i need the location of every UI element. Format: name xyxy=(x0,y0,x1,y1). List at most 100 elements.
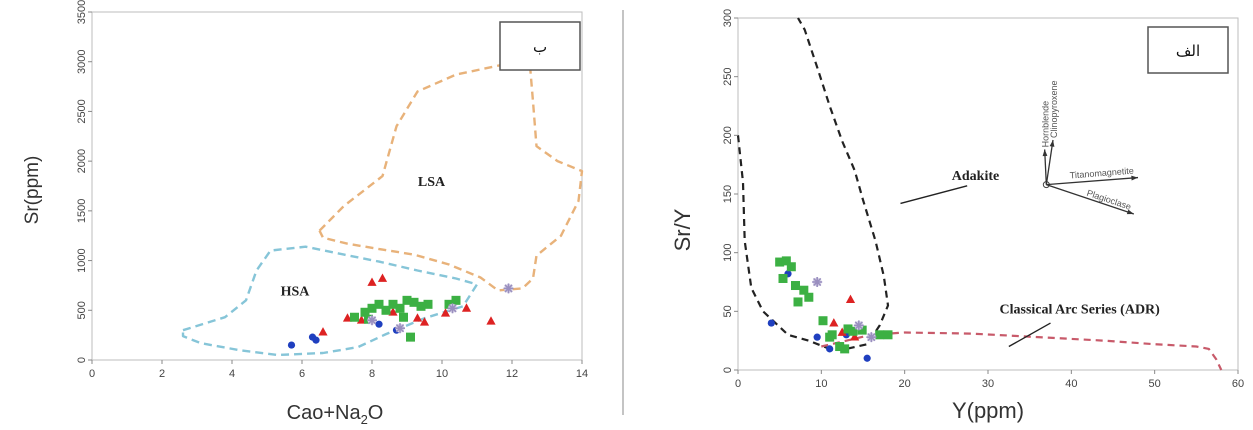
left-point-triangle xyxy=(440,308,451,317)
right-point-asterisk xyxy=(853,320,864,331)
left-point-square xyxy=(381,305,391,315)
left-region-lsa xyxy=(318,58,584,292)
left-point-triangle xyxy=(356,315,367,324)
left-point-square xyxy=(402,295,412,305)
left-point-square xyxy=(399,312,408,322)
right-x-tick-label: 10 xyxy=(815,378,827,390)
mineral-arrowhead-hornblende xyxy=(1042,149,1048,157)
right-point-square xyxy=(843,324,853,334)
right-x-tick-label: 0 xyxy=(735,378,741,390)
panel-tag-right: الف xyxy=(1176,42,1200,60)
left-point-square xyxy=(367,303,377,313)
left-point-square xyxy=(444,299,454,309)
right-point-square xyxy=(778,273,788,283)
right-point-asterisk xyxy=(812,277,823,287)
right-point-square xyxy=(793,297,803,307)
left-point-asterisk xyxy=(447,303,458,314)
right-point-square xyxy=(799,285,809,295)
right-point-square xyxy=(775,257,785,267)
right-point-circle xyxy=(813,333,821,341)
left-point-triangle xyxy=(412,313,423,322)
right-point-square xyxy=(857,325,867,335)
right-point-triangle xyxy=(850,332,860,341)
mineral-arrowhead-plagioclase xyxy=(1126,209,1134,215)
right-point-square xyxy=(791,281,800,291)
left-point-triangle xyxy=(367,277,377,286)
left-point-square xyxy=(423,299,433,309)
left-point-square xyxy=(374,299,384,309)
mineral-vector-clinopyroxene xyxy=(1045,139,1054,185)
right-x-tick-label: 50 xyxy=(1149,378,1161,390)
right-point-asterisk xyxy=(866,332,877,343)
right-y-tick-label: 250 xyxy=(722,67,734,85)
right-point-square xyxy=(875,330,885,340)
left-point-square xyxy=(360,307,370,317)
left-point-square xyxy=(451,295,461,305)
right-x-tick-label: 40 xyxy=(1065,378,1077,390)
left-point-triangle xyxy=(419,317,430,326)
right-point-circle xyxy=(863,354,871,362)
right-y-tick-label: 200 xyxy=(722,126,734,144)
right-region-label-adakite: Adakite xyxy=(952,169,999,184)
left-region-hsa xyxy=(181,245,479,357)
right-x-tick-label: 60 xyxy=(1232,378,1244,390)
right-point-square xyxy=(840,344,850,354)
left-y-tick-label: 1500 xyxy=(76,199,88,223)
left-x-tick-label: 4 xyxy=(229,368,235,380)
right-point-circle xyxy=(767,319,775,327)
left-x-tick-label: 8 xyxy=(369,368,375,380)
mineral-label-titanomagnetite: Titanomagnetite xyxy=(1069,166,1134,181)
left-x-tick-label: 12 xyxy=(506,368,518,380)
left-y-tick-label: 2000 xyxy=(76,149,88,173)
panel-left-sr-vs-cao-na2o: LSA HSA 0 500 1000 1500 2000 2500 3000 3500 0 2 4 6… xyxy=(22,0,588,427)
left-point-square xyxy=(350,312,359,322)
right-x-tick-label: 20 xyxy=(899,378,911,390)
left-point-triangle xyxy=(461,303,472,312)
left-point-triangle xyxy=(388,307,398,316)
right-point-square xyxy=(883,330,893,340)
left-point-asterisk xyxy=(503,283,514,294)
y-axis-title-left: Sr(ppm) xyxy=(22,156,43,225)
left-point-square xyxy=(395,303,405,313)
left-y-tick-label: 1000 xyxy=(76,248,88,272)
left-x-tick-label: 10 xyxy=(436,368,448,380)
mineral-arrowhead-titanomagnetite xyxy=(1131,175,1138,181)
left-y-tick-label: 0 xyxy=(76,357,88,363)
x-axis-title-right: Y(ppm) xyxy=(952,398,1024,423)
right-y-tick-label: 150 xyxy=(722,185,734,203)
left-point-triangle xyxy=(377,273,388,282)
right-x-tick-label: 30 xyxy=(982,378,994,390)
left-point-circle xyxy=(287,341,296,349)
right-region-label-classical-arc-series-adr: Classical Arc Series (ADR) xyxy=(1000,303,1161,318)
left-point-square xyxy=(388,299,398,309)
mineral-vector-titanomagnetite xyxy=(1046,176,1139,186)
left-x-tick-label: 14 xyxy=(576,368,588,380)
left-region-label-hsa: HSA xyxy=(281,284,311,299)
left-x-tick-label: 2 xyxy=(159,368,165,380)
right-point-triangle xyxy=(829,318,839,327)
right-leader-adr xyxy=(1008,322,1051,348)
right-point-square xyxy=(818,316,828,326)
right-point-square xyxy=(835,342,845,352)
left-point-square xyxy=(409,297,419,307)
left-y-tick-label: 3500 xyxy=(76,0,88,24)
panel-tag-left: ب xyxy=(533,38,547,56)
right-point-square xyxy=(848,326,858,336)
right-point-square xyxy=(825,332,835,342)
y-axis-title-right: Sr/Y xyxy=(670,208,695,251)
left-point-square xyxy=(406,332,415,342)
left-point-circle xyxy=(312,336,320,344)
mineral-vector-plagioclase xyxy=(1046,183,1135,215)
left-x-tick-label: 6 xyxy=(299,368,305,380)
left-y-tick-label: 500 xyxy=(76,301,88,319)
panel-tag-box-right: الف xyxy=(1147,26,1229,74)
panel-tag-box-left: ب xyxy=(499,21,581,71)
left-y-tick-label: 3000 xyxy=(76,49,88,73)
left-point-asterisk xyxy=(367,315,377,326)
right-point-triangle xyxy=(837,327,847,336)
left-region-label-lsa: LSA xyxy=(418,175,446,190)
left-point-triangle xyxy=(486,316,496,325)
left-x-tick-label: 0 xyxy=(89,368,95,380)
left-point-square xyxy=(416,301,426,311)
